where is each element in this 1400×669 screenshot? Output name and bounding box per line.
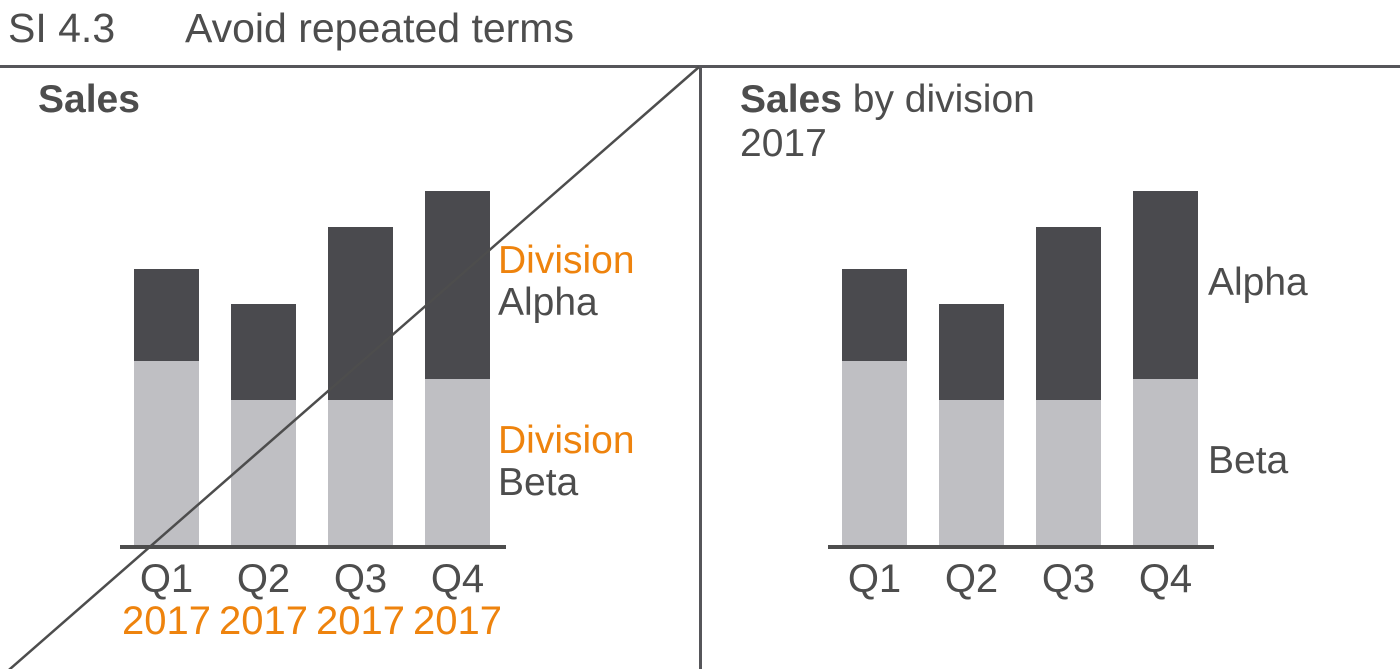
series-label-division-alpha: Division Alpha [498,240,635,324]
chart-title-right-bold: Sales [740,78,842,121]
stacked-bar-q2 [231,304,296,545]
series-label-repeated-term: Division [498,419,635,462]
chart-title-left: Sales [38,78,140,121]
bar-segment-beta [939,400,1004,545]
x-axis-label: Q4 [1138,557,1193,601]
series-label-division-beta: Division Beta [498,420,635,504]
x-axis-label: Q2 [944,557,999,601]
series-label-alpha: Alpha [1208,261,1308,304]
bar-segment-alpha [328,227,393,400]
year-label: 2017 [219,599,308,643]
stacked-bar-q2 [939,304,1004,545]
bar-segment-beta [842,361,907,545]
bar-segment-beta [231,400,296,545]
chart-title-right-rest: by division [852,78,1035,121]
bar-segment-beta [1036,400,1101,545]
stacked-bar-q4 [1133,191,1198,545]
page-title: Avoid repeated terms [185,5,574,51]
year-label: 2017 [316,599,405,643]
bar-segment-beta [425,379,490,545]
year-label: 2017 [413,599,502,643]
bar-segment-beta [1133,379,1198,545]
year-label: 2017 [122,599,211,643]
bar-group-right [842,191,1198,545]
bar-group-left [134,191,490,545]
bar-segment-alpha [842,269,907,361]
x-axis-left [120,545,506,549]
stacked-bar-q1 [134,269,199,545]
x-axis-labels-left: Q1 Q2 Q3 Q4 [118,556,506,602]
bar-segment-alpha [425,191,490,379]
stacked-bar-q3 [328,227,393,545]
x-axis-label: Q1 [847,557,902,601]
x-axis-label: Q3 [1041,557,1096,601]
x-axis-right [828,545,1214,549]
chart-subtitle-year: 2017 [740,122,827,165]
stacked-bar-q1 [842,269,907,545]
bar-segment-alpha [939,304,1004,400]
bar-segment-alpha [1036,227,1101,400]
series-label-repeated-term: Division [498,239,635,282]
rule-id: SI 4.3 [8,5,116,51]
bar-segment-alpha [231,304,296,400]
x-axis-label: Q4 [430,557,485,601]
chart-title-right: Sales by division 2017 [740,78,1035,166]
x-axis-label: Q1 [139,557,194,601]
stacked-bar-q4 [425,191,490,545]
x-axis-label: Q2 [236,557,291,601]
x-axis-label: Q3 [333,557,388,601]
bar-segment-beta [134,361,199,545]
panel-divider-line [699,65,702,669]
x-axis-labels-right: Q1 Q2 Q3 Q4 [826,556,1214,602]
stacked-bar-q3 [1036,227,1101,545]
series-label-beta-text: Beta [498,461,579,504]
bar-segment-beta [328,400,393,545]
year-labels-left: 2017 2017 2017 2017 [118,598,506,644]
bar-segment-alpha [1133,191,1198,379]
series-label-alpha-text: Alpha [498,281,598,324]
series-label-beta: Beta [1208,439,1289,482]
bar-segment-alpha [134,269,199,361]
